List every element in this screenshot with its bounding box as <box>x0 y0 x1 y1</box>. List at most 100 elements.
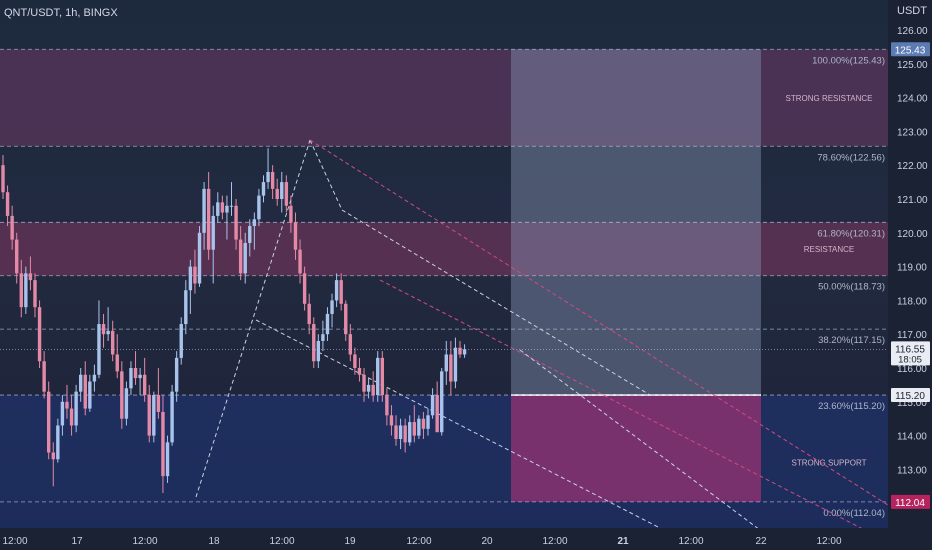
candle <box>156 368 161 419</box>
candle <box>229 182 234 216</box>
candle-body <box>380 357 385 396</box>
candle-body <box>5 192 10 216</box>
candle-body <box>444 354 448 372</box>
candle-body <box>371 384 375 396</box>
candle <box>275 178 279 206</box>
candle <box>385 388 389 426</box>
candle-body <box>115 354 119 372</box>
fib-label: 38.20%(117.15) <box>818 335 885 346</box>
candle <box>426 408 430 436</box>
candle-body <box>206 188 211 250</box>
candle <box>366 378 371 399</box>
candle-body <box>37 307 42 362</box>
candle <box>165 435 170 483</box>
target-box <box>511 49 761 396</box>
candle <box>257 188 261 227</box>
swing-down-line <box>309 139 343 211</box>
candle-body <box>10 215 14 240</box>
candle <box>220 195 225 220</box>
candle-body <box>179 324 183 358</box>
candle-body <box>142 374 147 396</box>
projection-layer <box>511 49 761 502</box>
fib-layer: 100.00%(125.43) 78.60%(122.56) 61.80%(120.… <box>0 48 888 519</box>
candle <box>376 351 380 402</box>
candle-body <box>65 401 69 409</box>
candle-body <box>403 425 407 443</box>
fib-label: 61.80%(120.31) <box>817 228 885 239</box>
candle <box>19 259 23 318</box>
candle-body <box>334 280 339 301</box>
candle-body <box>348 334 353 355</box>
fib-label: 23.60%(115.20) <box>818 401 885 412</box>
candle-body <box>458 347 462 355</box>
symbol-label[interactable]: QNT/USDT, 1h, BINGX <box>4 7 118 19</box>
candle <box>270 165 275 199</box>
candle <box>444 340 448 385</box>
candle <box>211 205 215 284</box>
candle <box>197 226 202 287</box>
candle <box>435 381 439 433</box>
price-tick: 121.00 <box>897 195 928 206</box>
candle <box>449 340 453 396</box>
candle <box>74 384 78 433</box>
candle <box>202 182 206 250</box>
last-price-text: 116.55 <box>895 344 925 355</box>
countdown-text: 18:05 <box>898 354 922 365</box>
price-tick: 116.00 <box>897 364 927 375</box>
channel-inner-line <box>519 349 761 531</box>
candle-body <box>325 313 330 335</box>
price-axis[interactable]: 126.00 125.00 124.00 123.00 122.00 121.00 120.… <box>888 0 932 550</box>
candle <box>147 384 151 443</box>
candle <box>394 415 398 446</box>
candle <box>115 334 119 379</box>
candle <box>252 212 257 250</box>
candle <box>261 175 266 203</box>
candle <box>170 384 174 446</box>
candle <box>362 368 366 402</box>
candle-body <box>266 171 270 183</box>
candle-body <box>60 401 65 426</box>
candle-body <box>15 239 19 274</box>
candle-body <box>252 219 257 227</box>
candle-body <box>110 330 115 355</box>
candle-body <box>316 340 321 362</box>
candle <box>33 273 37 318</box>
candle-body <box>307 303 311 325</box>
price-tag <box>891 388 930 403</box>
candle-body <box>312 324 316 362</box>
candle-body <box>78 374 83 392</box>
candle <box>60 395 65 436</box>
price-tag <box>891 494 930 509</box>
price-tick: 124.00 <box>897 94 928 105</box>
candle-body <box>430 395 435 416</box>
candle-body <box>147 395 151 436</box>
price-tick: 117.00 <box>897 330 927 341</box>
candle <box>225 195 229 240</box>
candle-body <box>24 273 28 308</box>
candle <box>293 212 298 260</box>
candle <box>69 395 74 436</box>
candle <box>344 300 348 341</box>
candle-body <box>28 273 33 281</box>
candle-body <box>220 202 225 213</box>
time-tick: 12:00 <box>816 536 841 547</box>
candle <box>430 388 435 419</box>
candle <box>316 334 321 368</box>
time-tick: 12:00 <box>132 536 157 547</box>
channel-mid-line <box>341 209 651 396</box>
time-axis[interactable]: 12:00 17 12:00 18 12:00 19 12:00 20 12:00 21 12:00… <box>0 528 932 550</box>
candle <box>412 405 416 443</box>
time-tick: 12:00 <box>406 536 431 547</box>
candle <box>371 371 375 402</box>
candle-body <box>234 205 238 240</box>
candle-body <box>47 391 51 453</box>
candle-body <box>321 334 325 341</box>
candle <box>403 418 407 453</box>
time-tick: 12:00 <box>2 536 27 547</box>
candle <box>312 317 316 368</box>
candle <box>380 351 385 402</box>
candle-body <box>88 381 92 409</box>
price-tag-text: 115.20 <box>895 391 925 402</box>
channel-layer <box>195 139 889 543</box>
